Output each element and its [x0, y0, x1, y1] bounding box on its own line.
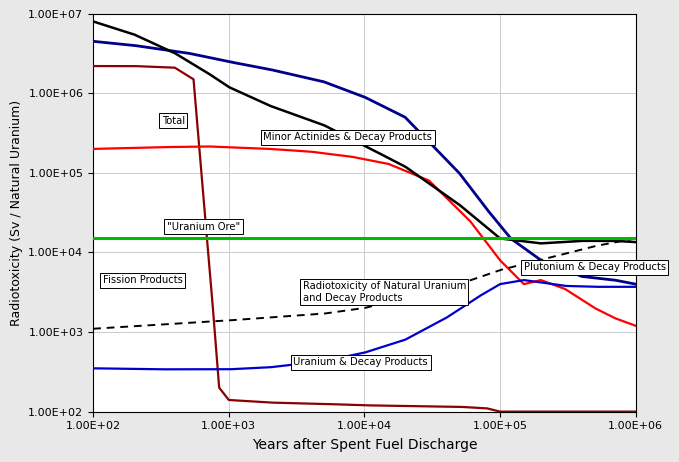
Text: Uranium & Decay Products: Uranium & Decay Products	[293, 357, 428, 367]
Text: Minor Actinides & Decay Products: Minor Actinides & Decay Products	[263, 132, 433, 142]
Text: Plutonium & Decay Products: Plutonium & Decay Products	[524, 262, 666, 272]
Y-axis label: Radiotoxicity (Sv / Natural Uranium): Radiotoxicity (Sv / Natural Uranium)	[10, 100, 22, 326]
X-axis label: Years after Spent Fuel Discharge: Years after Spent Fuel Discharge	[252, 438, 477, 452]
Text: Total: Total	[162, 116, 185, 126]
Text: "Uranium Ore": "Uranium Ore"	[167, 222, 240, 232]
Text: Radiotoxicity of Natural Uranium
and Decay Products: Radiotoxicity of Natural Uranium and Dec…	[303, 281, 466, 303]
Text: Fission Products: Fission Products	[103, 275, 183, 285]
